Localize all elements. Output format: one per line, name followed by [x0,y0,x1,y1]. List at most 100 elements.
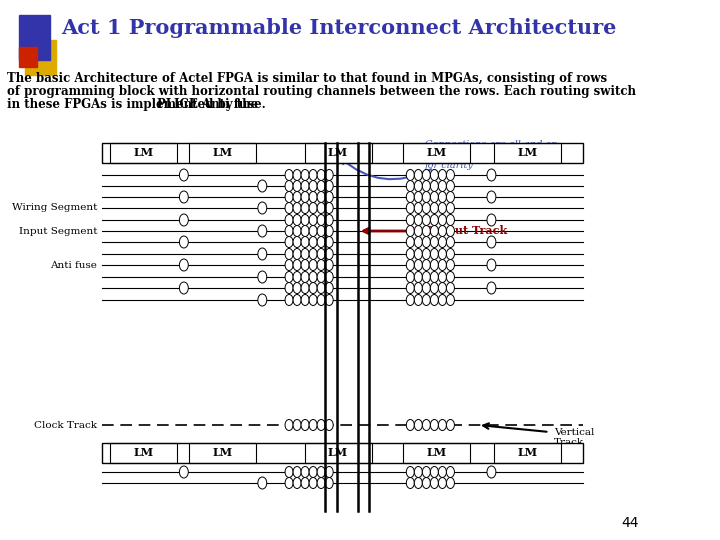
Ellipse shape [325,294,333,306]
Ellipse shape [325,237,333,247]
Ellipse shape [406,202,414,213]
Ellipse shape [423,170,431,180]
Ellipse shape [317,272,325,282]
Ellipse shape [446,294,454,306]
Ellipse shape [285,237,293,247]
Ellipse shape [309,477,317,489]
Bar [305,143,372,163]
Ellipse shape [446,272,454,282]
Ellipse shape [431,260,438,271]
Ellipse shape [487,259,496,271]
Ellipse shape [414,248,423,260]
Ellipse shape [309,260,317,271]
Ellipse shape [258,271,267,283]
Text: Act 1 Programmable Interconnect Architecture: Act 1 Programmable Interconnect Architec… [60,18,616,38]
Ellipse shape [293,180,301,192]
Ellipse shape [414,477,423,489]
Ellipse shape [431,170,438,180]
Ellipse shape [325,226,333,237]
Ellipse shape [301,192,309,202]
Ellipse shape [423,260,431,271]
Ellipse shape [301,477,309,489]
Bar [189,443,256,463]
Ellipse shape [301,170,309,180]
Ellipse shape [487,236,496,248]
Ellipse shape [325,192,333,202]
Text: LM: LM [212,147,233,159]
Ellipse shape [301,294,309,306]
Ellipse shape [301,260,309,271]
Ellipse shape [446,477,454,489]
Ellipse shape [423,477,431,489]
Text: LM: LM [134,448,154,458]
Ellipse shape [431,202,438,213]
Ellipse shape [285,420,293,430]
Ellipse shape [423,237,431,247]
Ellipse shape [179,259,189,271]
Ellipse shape [446,170,454,180]
Ellipse shape [179,214,189,226]
Ellipse shape [309,282,317,294]
Ellipse shape [301,202,309,213]
Ellipse shape [406,214,414,226]
Ellipse shape [317,192,325,202]
Ellipse shape [431,237,438,247]
Ellipse shape [309,420,317,430]
Ellipse shape [438,294,446,306]
Ellipse shape [301,237,309,247]
Ellipse shape [431,272,438,282]
Ellipse shape [301,214,309,226]
Ellipse shape [414,260,423,271]
Ellipse shape [431,180,438,192]
Ellipse shape [438,237,446,247]
Ellipse shape [487,169,496,181]
Ellipse shape [423,180,431,192]
Ellipse shape [293,420,301,430]
Ellipse shape [258,477,267,489]
Ellipse shape [285,214,293,226]
Text: LM: LM [134,147,154,159]
Ellipse shape [309,180,317,192]
Ellipse shape [406,420,414,430]
Ellipse shape [431,214,438,226]
Ellipse shape [301,282,309,294]
Ellipse shape [309,248,317,260]
Ellipse shape [301,180,309,192]
Ellipse shape [317,237,325,247]
Ellipse shape [446,467,454,477]
Ellipse shape [293,202,301,213]
Ellipse shape [414,202,423,213]
Ellipse shape [309,202,317,213]
Ellipse shape [406,260,414,271]
Ellipse shape [431,467,438,477]
Bar [25,40,56,75]
Ellipse shape [293,294,301,306]
Ellipse shape [258,225,267,237]
Ellipse shape [317,260,325,271]
Text: LM: LM [426,147,446,159]
Ellipse shape [438,202,446,213]
Ellipse shape [309,214,317,226]
Ellipse shape [293,237,301,247]
Ellipse shape [406,294,414,306]
Ellipse shape [301,420,309,430]
Ellipse shape [446,237,454,247]
Ellipse shape [325,477,333,489]
Ellipse shape [414,272,423,282]
Ellipse shape [293,248,301,260]
Ellipse shape [431,282,438,294]
Bar [494,443,561,463]
Ellipse shape [423,282,431,294]
Ellipse shape [309,237,317,247]
Ellipse shape [293,272,301,282]
Ellipse shape [446,282,454,294]
Ellipse shape [423,420,431,430]
Ellipse shape [301,467,309,477]
Ellipse shape [258,248,267,260]
Text: LM: LM [212,448,233,458]
Ellipse shape [438,420,446,430]
Text: of programming block with horizontal routing channels between the rows. Each rou: of programming block with horizontal rou… [7,85,636,98]
Bar [110,443,177,463]
Ellipse shape [414,282,423,294]
Ellipse shape [446,192,454,202]
